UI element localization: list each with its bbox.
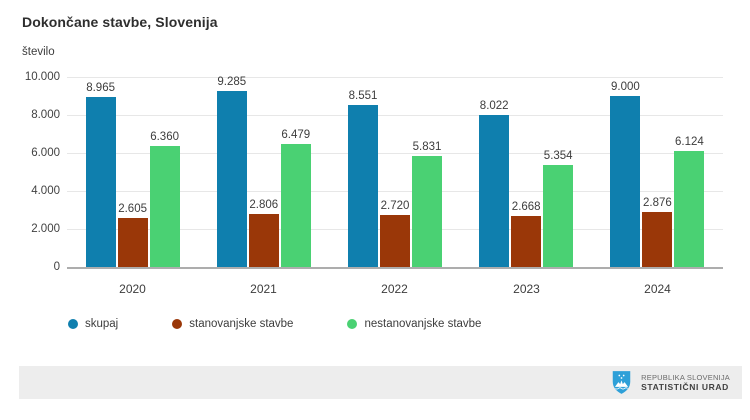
bar-2024-series1 [642,212,673,267]
bar-2022-series2 [412,156,442,267]
legend-item-stanovanjske-stavbe[interactable]: stanovanjske stavbe [172,318,293,330]
legend-dot [347,319,358,329]
footer-org-line1: REPUBLIKA SLOVENIJA [641,372,730,382]
bar-2020-series2 [149,146,180,267]
gridline [67,77,723,78]
bar-2021-series1 [248,213,279,267]
bar-value-label: 6.124 [675,135,704,148]
legend-label: nestanovanjske stavbe [364,318,482,330]
gridline [67,191,723,192]
bar-value-label: 8.965 [86,81,115,94]
legend-dot [172,319,183,329]
bar-2020-series1 [117,217,148,267]
bar-value-label: 5.354 [543,150,573,163]
bar-2021-series2 [280,143,311,267]
bar-2022-series1 [380,215,410,267]
legend: skupaj stanovanjske stavbe nestanovanjsk… [68,318,481,330]
gridline [67,153,723,154]
x-tick-label: 2022 [381,282,408,296]
bar-2023-series2 [543,165,574,267]
bar-value-label: 2.605 [118,202,147,215]
slovenia-coat-of-arms-icon [611,370,632,395]
x-tick-label: 2021 [250,282,277,296]
x-tick-label: 2023 [513,282,540,296]
x-tick-label: 2020 [119,282,146,296]
y-tick-label: 4.000 [31,185,60,197]
legend-item-nestanovanjske-stavbe[interactable]: nestanovanjske stavbe [347,318,481,330]
bar-2022-series0 [348,104,378,267]
y-tick-label: 8.000 [31,109,60,121]
bar-value-label: 9.000 [611,81,640,93]
footer-org-line2: STATISTIČNI URAD [641,381,729,392]
y-axis-unit-label: število [22,46,55,58]
gridline [67,115,723,116]
y-tick-label: 10.000 [24,71,60,83]
bar-value-label: 8.551 [348,89,378,102]
y-tick-label: 6.000 [31,147,60,159]
footer-org-name: REPUBLIKA SLOVENIJA STATISTIČNI URAD [641,373,730,393]
bar-value-label: 2.876 [643,197,672,210]
bar-2024-series2 [674,150,705,267]
bar-value-label: 2.668 [511,201,541,214]
bar-2024-series0 [610,96,641,267]
bar-value-label: 5.831 [412,141,442,154]
y-tick-label: 0 [53,261,60,273]
y-tick-label: 2.000 [31,223,60,235]
bar-2023-series0 [479,114,510,267]
bar-value-label: 9.285 [217,75,247,88]
bar-value-label: 6.360 [150,131,179,144]
x-tick-label: 2024 [644,282,671,296]
legend-label: stanovanjske stavbe [189,318,294,330]
footer-bar: REPUBLIKA SLOVENIJA STATISTIČNI URAD [19,366,742,399]
chart-title: Dokončane stavbe, Slovenija [22,14,218,30]
bar-2023-series1 [511,216,542,267]
bar-value-label: 2.806 [249,198,279,211]
bar-value-label: 2.720 [380,200,410,213]
legend-item-skupaj[interactable]: skupaj [68,318,118,330]
legend-dot [68,319,78,329]
legend-label: skupaj [85,318,119,330]
bar-value-label: 6.479 [281,128,311,141]
bar-value-label: 8.022 [479,99,509,112]
bar-2021-series0 [216,90,247,267]
plot-area: 8.965 2.605 6.360 9.285 2.806 6.479 8.551 2.720… [67,75,723,269]
bar-2020-series0 [85,96,116,267]
